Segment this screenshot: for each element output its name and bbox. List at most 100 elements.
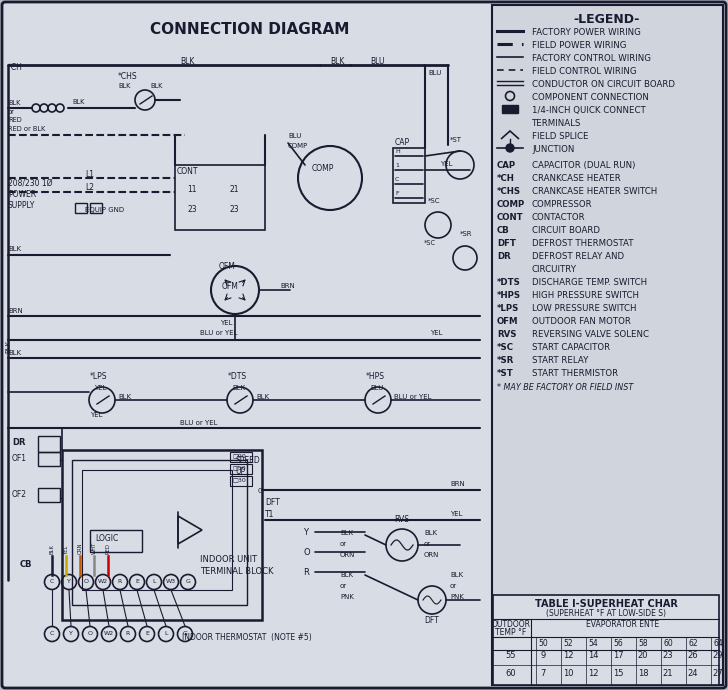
Text: INDOOR UNIT: INDOOR UNIT	[200, 555, 257, 564]
Text: O: O	[87, 631, 92, 636]
Text: or: or	[340, 541, 347, 547]
Text: BLK: BLK	[340, 572, 353, 578]
Text: *HPS: *HPS	[497, 291, 521, 300]
Bar	[90, 203, 102, 213]
Text: *SC: *SC	[424, 240, 436, 246]
Text: W2: W2	[104, 631, 114, 636]
Text: 23: 23	[187, 205, 197, 214]
Bar	[493, 595, 719, 685]
Text: CAP: CAP	[395, 138, 410, 147]
Text: C: C	[50, 579, 54, 584]
Text: BLU: BLU	[428, 70, 441, 76]
Text: FIELD SPLICE: FIELD SPLICE	[532, 132, 588, 141]
Text: BLK: BLK	[340, 530, 353, 536]
Text: ORN: ORN	[77, 542, 82, 554]
Text: 62: 62	[688, 639, 698, 648]
Text: CONT: CONT	[177, 167, 199, 176]
Text: -LEGEND-: -LEGEND-	[574, 13, 640, 26]
Text: COMP: COMP	[497, 200, 525, 209]
Text: DISCHARGE TEMP. SWITCH: DISCHARGE TEMP. SWITCH	[532, 278, 647, 287]
Text: FIELD CONTROL WIRING: FIELD CONTROL WIRING	[532, 67, 636, 76]
Text: FIELD POWER WIRING: FIELD POWER WIRING	[532, 41, 627, 50]
Text: BLK: BLK	[180, 57, 194, 66]
Text: COMPRESSOR: COMPRESSOR	[532, 200, 593, 209]
Text: R: R	[303, 568, 309, 577]
Text: 54: 54	[588, 639, 598, 648]
Text: INDOOR THERMOSTAT  (NOTE #5): INDOOR THERMOSTAT (NOTE #5)	[182, 633, 312, 642]
Bar	[230, 452, 252, 462]
Text: 7: 7	[540, 669, 546, 678]
Text: *SR: *SR	[460, 231, 472, 237]
Text: SUPPLY: SUPPLY	[8, 201, 36, 210]
Text: 208/230 1Ø: 208/230 1Ø	[8, 178, 52, 187]
Text: *HPS: *HPS	[366, 372, 385, 381]
Text: 12: 12	[587, 669, 598, 678]
Text: DFT: DFT	[497, 239, 516, 248]
Text: O: O	[303, 548, 309, 557]
Bar	[82, 470, 232, 590]
Text: 18: 18	[638, 669, 649, 678]
Text: PNK: PNK	[340, 594, 354, 600]
Text: □30: □30	[232, 477, 246, 482]
Text: 50: 50	[538, 639, 548, 648]
Text: BLK: BLK	[118, 83, 130, 89]
Text: * MAY BE FACTORY OR FIELD INST: * MAY BE FACTORY OR FIELD INST	[497, 383, 633, 392]
Bar	[492, 5, 723, 685]
Text: F: F	[395, 191, 399, 196]
Text: □90: □90	[232, 453, 246, 458]
Text: CB: CB	[497, 226, 510, 235]
Bar	[493, 619, 719, 685]
Text: *CH: *CH	[497, 174, 515, 183]
Text: *ST: *ST	[497, 369, 514, 378]
Text: BLK: BLK	[118, 394, 131, 400]
Text: 21: 21	[662, 669, 673, 678]
Bar	[38, 452, 60, 466]
Text: CONT: CONT	[497, 213, 523, 222]
Text: L: L	[152, 579, 156, 584]
Text: DEFROST RELAY AND: DEFROST RELAY AND	[532, 252, 624, 261]
Text: 15: 15	[613, 669, 623, 678]
Bar	[502, 105, 518, 113]
Text: EVAPORATOR ENTE: EVAPORATOR ENTE	[587, 620, 660, 629]
Bar	[75, 203, 87, 213]
Text: FACTORY POWER WIRING: FACTORY POWER WIRING	[532, 28, 641, 37]
Text: 11: 11	[187, 185, 197, 194]
Text: E: E	[135, 579, 139, 584]
Text: BLU: BLU	[370, 385, 384, 391]
Text: OF2: OF2	[12, 490, 27, 499]
Text: L: L	[165, 631, 167, 636]
Text: 29: 29	[713, 651, 723, 660]
Text: COMP: COMP	[288, 143, 308, 149]
Text: DR: DR	[497, 252, 511, 261]
Text: CB: CB	[20, 560, 33, 569]
Text: CAPACITOR (DUAL RUN): CAPACITOR (DUAL RUN)	[532, 161, 636, 170]
Text: OF1: OF1	[12, 454, 27, 463]
Text: SPEED: SPEED	[235, 456, 260, 465]
Text: R: R	[126, 631, 130, 636]
Text: YEL: YEL	[450, 511, 462, 517]
Text: BRN: BRN	[280, 283, 295, 289]
Text: 23: 23	[230, 205, 240, 214]
Text: DFT: DFT	[424, 616, 439, 625]
Text: TERMINAL BLOCK: TERMINAL BLOCK	[200, 567, 274, 576]
Text: *DTS: *DTS	[497, 278, 521, 287]
Text: OFM: OFM	[497, 317, 518, 326]
Text: *SC: *SC	[428, 198, 440, 204]
Text: W3: W3	[166, 579, 176, 584]
Text: BLU or YEL: BLU or YEL	[394, 394, 432, 400]
Text: BLK: BLK	[424, 530, 437, 536]
Text: *ST: *ST	[450, 137, 462, 143]
Bar	[393, 148, 425, 203]
Text: BLK: BLK	[8, 350, 21, 356]
Text: 60: 60	[663, 639, 673, 648]
Text: 60: 60	[506, 669, 516, 678]
Circle shape	[506, 144, 514, 152]
Text: CRANKCASE HEATER SWITCH: CRANKCASE HEATER SWITCH	[532, 187, 657, 196]
Text: 9: 9	[540, 651, 545, 660]
Text: RED: RED	[8, 117, 22, 123]
Text: (SUPERHEAT °F AT LOW-SIDE S): (SUPERHEAT °F AT LOW-SIDE S)	[546, 609, 666, 618]
Bar	[62, 450, 262, 620]
Text: POWER: POWER	[8, 190, 36, 199]
Text: 21: 21	[230, 185, 240, 194]
Text: *CHS: *CHS	[118, 72, 138, 81]
